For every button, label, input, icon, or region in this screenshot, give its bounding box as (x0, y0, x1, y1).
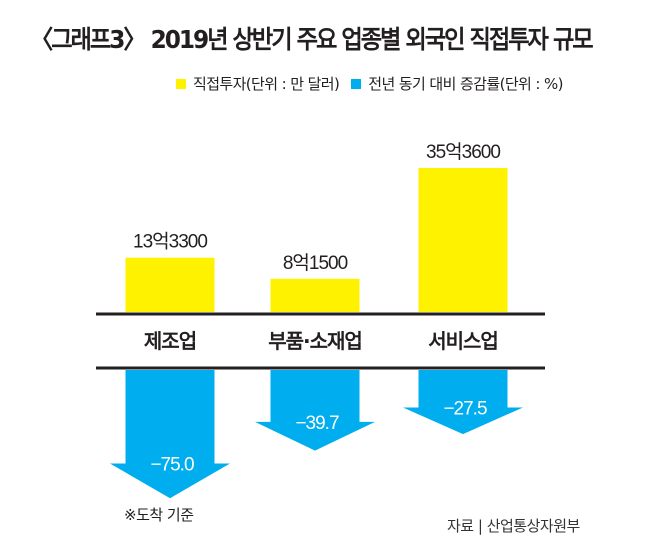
arrow-change-rate (110, 370, 230, 499)
arrow-value-label: −27.5 (443, 398, 487, 419)
legend-label-investment: 직접투자(단위 : 만 달러) (193, 75, 340, 93)
bar-investment (418, 168, 508, 312)
source-credit: 자료 | 산업통상자원부 (447, 517, 580, 535)
legend-item-investment: 직접투자(단위 : 만 달러) (176, 73, 340, 94)
arrow-value-label: −75.0 (150, 455, 194, 476)
chart-title: 〈그래프3〉 2019년 상반기 주요 업종별 외국인 직접투자 규모 (30, 25, 594, 54)
category-label: 부품·소재업 (268, 329, 362, 353)
bar-value-label: 8억1500 (283, 252, 348, 274)
footnote: ※도착 기준 (124, 506, 194, 524)
category-label: 제조업 (144, 329, 196, 353)
bar-investment (125, 257, 215, 312)
legend-swatch-yellow (176, 78, 186, 89)
arrow-change-rate (403, 370, 523, 435)
arrow-value-label: −39.7 (295, 413, 339, 434)
category-label: 서비스업 (428, 329, 498, 353)
legend: 직접투자(단위 : 만 달러) 전년 동기 대비 증감률(단위 : %) (176, 73, 575, 94)
bar-value-label: 35억3600 (426, 141, 500, 163)
legend-label-change-rate: 전년 동기 대비 증감률(단위 : %) (368, 75, 563, 93)
arrow-change-rate (255, 370, 375, 451)
legend-item-change-rate: 전년 동기 대비 증감률(단위 : %) (351, 73, 564, 94)
bar-value-label: 13억3300 (133, 231, 207, 253)
legend-swatch-blue (351, 78, 362, 89)
bar-investment (270, 278, 360, 312)
